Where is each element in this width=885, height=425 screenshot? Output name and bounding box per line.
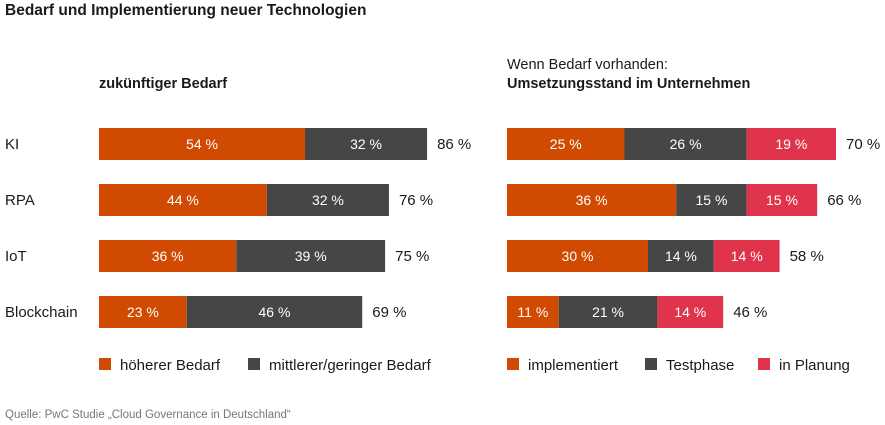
data-label: 36 % bbox=[576, 192, 608, 208]
legend-swatch bbox=[507, 358, 519, 370]
data-label: 30 % bbox=[562, 248, 594, 264]
legend-label: mittlerer/geringer Bedarf bbox=[269, 357, 432, 374]
legend-label: höherer Bedarf bbox=[120, 357, 221, 374]
data-label: 14 % bbox=[665, 248, 697, 264]
total-label: 58 % bbox=[790, 248, 824, 265]
category-label: KI bbox=[5, 136, 19, 153]
bar-segment bbox=[99, 128, 306, 160]
total-label: 70 % bbox=[846, 136, 880, 153]
bar-segment bbox=[676, 184, 747, 216]
bar-segment bbox=[99, 240, 237, 272]
data-label: 14 % bbox=[731, 248, 763, 264]
data-label: 19 % bbox=[775, 136, 807, 152]
legend-label: Testphase bbox=[666, 357, 734, 374]
bar-segment bbox=[507, 128, 625, 160]
bar-segment bbox=[657, 296, 724, 328]
category-label: IoT bbox=[5, 248, 27, 265]
data-label: 11 % bbox=[517, 304, 548, 320]
data-label: 32 % bbox=[312, 192, 344, 208]
data-label: 23 % bbox=[127, 304, 159, 320]
legend-swatch bbox=[758, 358, 770, 370]
bar-segment bbox=[99, 184, 267, 216]
legend-label: implementiert bbox=[528, 357, 619, 374]
bar-segment bbox=[648, 240, 714, 272]
total-label: 46 % bbox=[733, 304, 767, 321]
bar-segment bbox=[186, 296, 363, 328]
bar-segment bbox=[266, 184, 389, 216]
right-chart-subtitle-line1: Wenn Bedarf vorhanden: bbox=[507, 57, 668, 73]
chart-title: Bedarf und Implementierung neuer Technol… bbox=[5, 2, 367, 19]
data-label: 21 % bbox=[592, 304, 624, 320]
bar-segment bbox=[713, 240, 780, 272]
bar-segment bbox=[507, 184, 677, 216]
legend-label: in Planung bbox=[779, 357, 850, 374]
data-label: 15 % bbox=[766, 192, 798, 208]
data-label: 26 % bbox=[670, 136, 702, 152]
total-label: 86 % bbox=[437, 136, 471, 153]
total-label: 75 % bbox=[395, 248, 429, 265]
bar-segment bbox=[507, 296, 559, 328]
category-label: Blockchain bbox=[5, 304, 78, 321]
data-label: 54 % bbox=[186, 136, 218, 152]
data-label: 44 % bbox=[167, 192, 199, 208]
data-label: 39 % bbox=[295, 248, 327, 264]
data-label: 14 % bbox=[674, 304, 706, 320]
legend-swatch bbox=[248, 358, 260, 370]
data-label: 46 % bbox=[259, 304, 291, 320]
bar-segment bbox=[507, 240, 648, 272]
total-label: 76 % bbox=[399, 192, 433, 209]
bar-segment bbox=[624, 128, 747, 160]
bar-segment bbox=[305, 128, 428, 160]
bar-segment bbox=[558, 296, 658, 328]
data-label: 36 % bbox=[152, 248, 184, 264]
total-label: 69 % bbox=[372, 304, 406, 321]
legend-swatch bbox=[99, 358, 111, 370]
legend-swatch bbox=[645, 358, 657, 370]
total-label: 66 % bbox=[827, 192, 861, 209]
bar-segment bbox=[746, 184, 818, 216]
source-note: Quelle: PwC Studie „Cloud Governance in … bbox=[5, 409, 291, 421]
data-label: 32 % bbox=[350, 136, 382, 152]
category-label: RPA bbox=[5, 192, 35, 209]
bar-segment bbox=[99, 296, 187, 328]
right-chart-subtitle-line2: Umsetzungsstand im Unternehmen bbox=[507, 76, 751, 92]
left-chart-subtitle: zukünftiger Bedarf bbox=[99, 76, 228, 92]
data-label: 15 % bbox=[695, 192, 727, 208]
bar-segment bbox=[236, 240, 386, 272]
bar-segment bbox=[746, 128, 836, 160]
data-label: 25 % bbox=[550, 136, 582, 152]
